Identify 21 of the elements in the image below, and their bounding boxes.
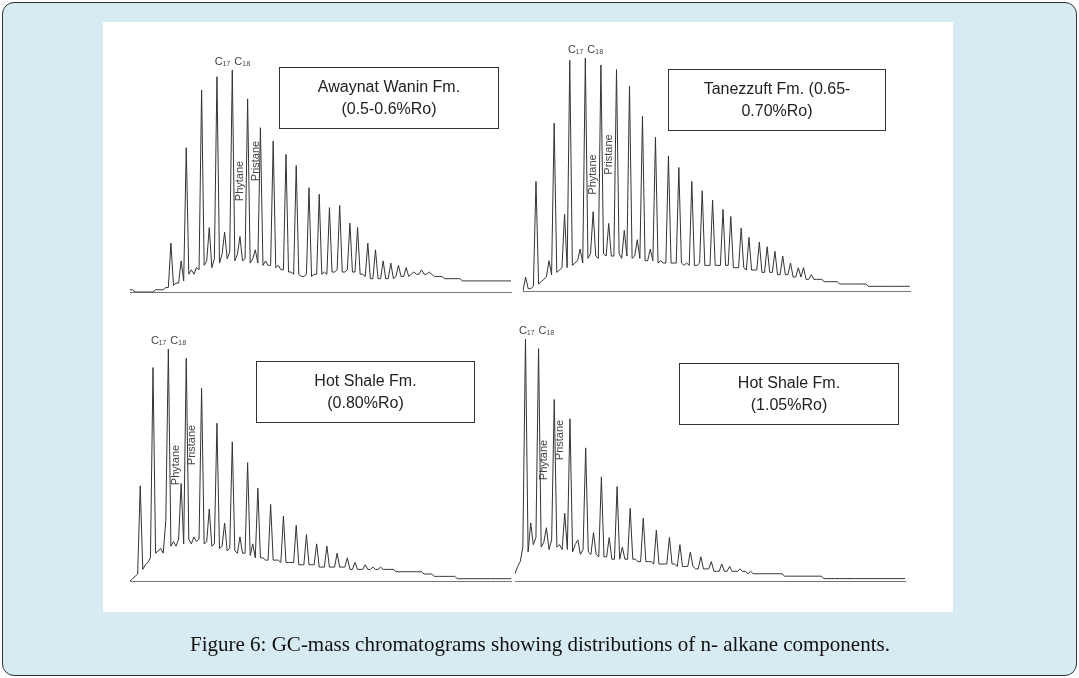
- text: Hot Shale Fm. (0.80%Ro): [313, 371, 418, 413]
- text: C₁₈: [587, 42, 604, 55]
- text: C₁₈: [234, 54, 251, 67]
- text: C₁₈: [538, 323, 555, 336]
- text: C₁₈: [170, 333, 187, 346]
- annotation: Phytane: [169, 444, 182, 486]
- text: Hot Shale Fm. (1.05%Ro): [736, 373, 842, 415]
- text: Tanezzuft Fm. (0.65-0.70%Ro): [702, 79, 852, 121]
- annotation: Phytane: [233, 160, 246, 202]
- text: Awaynat Wanin Fm. (0.5-0.6%Ro): [316, 77, 462, 119]
- text: Figure 6: GC-mass chromatograms showing distributions of n- alkane components.: [189, 632, 891, 657]
- text: C₁₇: [519, 323, 535, 336]
- annotation: Pristane: [553, 419, 566, 461]
- text: C₁₇: [567, 42, 584, 55]
- text: C₁₇: [150, 333, 167, 346]
- annotation: Phytane: [586, 154, 599, 195]
- annotation: Phytane: [537, 439, 550, 481]
- annotation: Pristane: [602, 134, 615, 175]
- annotation: Pristane: [185, 424, 198, 466]
- annotation: Pristane: [249, 140, 262, 182]
- text: C₁₇: [214, 54, 231, 67]
